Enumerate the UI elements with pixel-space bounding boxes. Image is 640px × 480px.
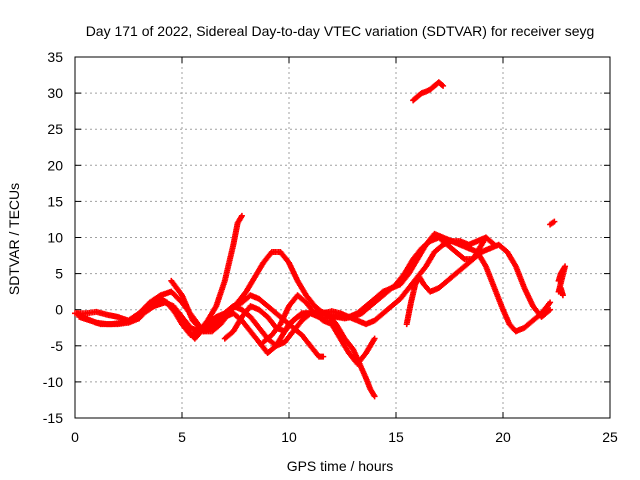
plot-frame [74, 56, 611, 419]
x-tick-label: 10 [281, 429, 297, 445]
y-tick-label: 0 [55, 302, 63, 318]
data-point [320, 353, 327, 360]
data-point [371, 335, 378, 342]
y-tick-label: 10 [47, 230, 63, 246]
y-tick-label: 20 [47, 157, 63, 173]
data-point [238, 212, 245, 219]
x-tick-label: 25 [602, 429, 618, 445]
y-tick-label: 15 [47, 193, 63, 209]
chart-title: Day 171 of 2022, Sidereal Day-to-day VTE… [86, 23, 595, 39]
series-track-9 [410, 79, 447, 104]
data-point [547, 299, 554, 306]
data-points [72, 79, 569, 400]
data-point [491, 241, 498, 248]
data-point [482, 234, 489, 241]
tick-labels: 0 5 10 15 20 25 -15 -10 -5 0 5 10 15 20 25 30 35 [43, 49, 618, 445]
y-tick-label: -15 [43, 410, 63, 426]
data-point [547, 306, 554, 313]
series-track-7 [260, 234, 498, 346]
data-point [559, 292, 566, 299]
y-tick-label: -5 [51, 338, 64, 354]
series-track-10 [547, 218, 558, 228]
data-point [439, 81, 446, 88]
y-tick-label: 5 [55, 266, 63, 282]
data-point [440, 82, 447, 89]
y-tick-label: 30 [47, 85, 63, 101]
data-point [371, 393, 378, 400]
y-tick-label: -10 [43, 374, 63, 390]
y-tick-label: 25 [47, 121, 63, 137]
x-tick-label: 5 [178, 429, 186, 445]
y-tick-label: 35 [47, 49, 63, 65]
series-track-11 [555, 263, 569, 299]
series-track-8 [403, 234, 489, 328]
x-tick-label: 0 [71, 429, 79, 445]
grid-lines [75, 57, 610, 418]
x-axis-label: GPS time / hours [287, 458, 394, 474]
x-tick-label: 20 [495, 429, 511, 445]
y-axis-label: SDTVAR / TECUs [6, 183, 22, 295]
data-point [551, 218, 558, 225]
x-tick-label: 15 [388, 429, 404, 445]
